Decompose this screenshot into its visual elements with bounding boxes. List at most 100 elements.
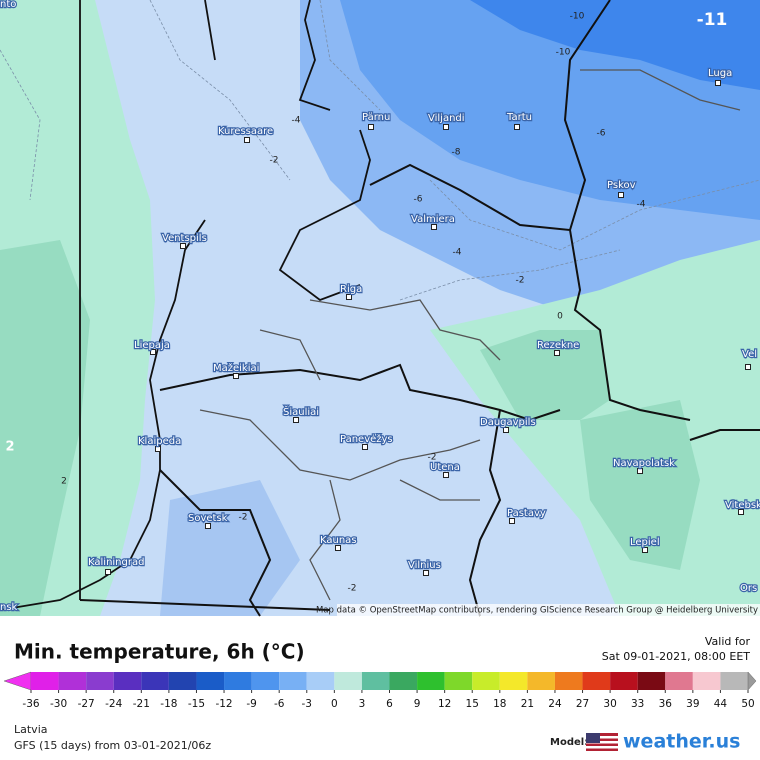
warm-zone [580, 400, 700, 570]
colorbar-cell [113, 672, 142, 690]
city-dot [509, 518, 515, 524]
city-label: Rezekne [537, 340, 579, 351]
colorbar-cell [582, 672, 611, 690]
colorbar-cell [196, 672, 225, 690]
city-label: Tartu [506, 112, 532, 123]
city-dot [745, 364, 751, 370]
city-dot [105, 569, 111, 575]
colorbar-cell [720, 672, 748, 690]
colorbar-cell [141, 672, 169, 690]
colorbar-tick-label: -24 [105, 698, 122, 710]
city-dot [443, 124, 449, 130]
city-label: Ors [740, 583, 757, 594]
city-label: Liepaja [134, 340, 170, 351]
colorbar-tick-label: 3 [359, 698, 366, 710]
colorbar-cell [279, 672, 307, 690]
colorbar-cell [58, 672, 87, 690]
colorbar-tick-label: 30 [603, 698, 616, 710]
city-dot [346, 294, 352, 300]
city-label: Panevėžys [340, 433, 393, 445]
contour-label: -10 [556, 48, 571, 58]
city-dot [205, 523, 211, 529]
contour-label-layer: -10 -11 -10 -4 -8 -6 -2 -6 -4 -4 -2 0 2 2 -2 -2 -2 [5, 10, 727, 594]
colorbar-cell [665, 672, 693, 690]
legend: Min. temperature, 6h (°C) Valid for Sat … [3, 635, 757, 753]
brand: weather.us [623, 731, 740, 753]
city-dot [362, 444, 368, 450]
colorbar-cell [168, 672, 197, 690]
contour-label: -6 [414, 195, 423, 205]
colorbar-cell [444, 672, 473, 690]
city-dot [514, 124, 520, 130]
city-dot [368, 124, 374, 130]
city-dot [738, 509, 744, 515]
flag [586, 733, 618, 751]
city-label: Valmiera [411, 214, 455, 225]
colorbar-cell [306, 672, 335, 690]
contour-label: -11 [697, 10, 728, 30]
contour-label: 2 [5, 440, 14, 455]
city-label: Viljandi [428, 113, 465, 124]
colorbar-cell [610, 672, 638, 690]
colorbar-tick-label: 50 [741, 698, 754, 710]
city-label: Ventspils [162, 233, 207, 244]
contour-label: 0 [557, 312, 563, 322]
contour-label: 2 [61, 477, 67, 487]
city-dot [233, 373, 239, 379]
border [79, 0, 760, 617]
colorbar-cell [637, 672, 666, 690]
colorbar-cell [417, 672, 445, 690]
coastline [0, 0, 371, 611]
city-dot [443, 472, 449, 478]
city-label: Pärnu [362, 112, 390, 123]
region-border [199, 69, 741, 601]
model-label: Model: [550, 737, 588, 748]
city-dot [423, 570, 429, 576]
colorbar-cell [472, 672, 500, 690]
contour-label: -4 [292, 116, 301, 126]
city-label: Kaliningrad [88, 557, 144, 568]
colorbar-cell [499, 672, 528, 690]
city-label: Vel [742, 349, 757, 360]
city-label: Vitebsk [725, 500, 760, 511]
colorbar-tick-label: 12 [438, 698, 451, 710]
colorbar-cell [31, 672, 59, 690]
city-label: Kuressaare [218, 126, 273, 137]
colorbar-tick-label: 33 [631, 698, 644, 710]
city-label: Klaipeda [138, 436, 181, 447]
city-label: Utena [430, 462, 460, 473]
colorbar-cell [554, 672, 583, 690]
map-credit: Map data © OpenStreetMap contributors, r… [316, 606, 758, 616]
city-dot [618, 192, 624, 198]
city-label: Mažeikiai [213, 362, 259, 374]
city-label: Daugavpils [480, 417, 536, 428]
city-label: Sovetsk [188, 513, 228, 524]
city-dot [503, 427, 509, 433]
contour-line [0, 0, 760, 301]
colorbar-tick-label: 36 [659, 698, 673, 710]
colorbar-cell [334, 672, 362, 690]
city-dot [554, 350, 560, 356]
contour-label: -2 [428, 453, 437, 463]
colorbar-tick-label: 44 [714, 698, 728, 710]
colorbar-cell [224, 672, 252, 690]
city-dot [715, 80, 721, 86]
city-dot [637, 468, 643, 474]
credit-box [337, 604, 760, 616]
colorbar-cell [527, 672, 555, 690]
city-dot [180, 243, 186, 249]
city-label: Lepiel [630, 537, 660, 548]
colorbar-tick-label: -6 [274, 698, 285, 710]
contour-label: -2 [239, 513, 248, 523]
colorbar-high-arrow [747, 671, 757, 691]
cool-zone [160, 480, 300, 616]
colorbar-tick-label: -18 [160, 698, 177, 710]
colorbar-tick-label: -3 [302, 698, 312, 710]
colorbar-tick-label: 0 [331, 698, 338, 710]
warm-zone [0, 240, 90, 616]
city-label: nto [0, 0, 16, 10]
city-dot [155, 446, 161, 452]
colorbar-tick-label: -30 [50, 698, 67, 710]
city-dot [244, 137, 250, 143]
